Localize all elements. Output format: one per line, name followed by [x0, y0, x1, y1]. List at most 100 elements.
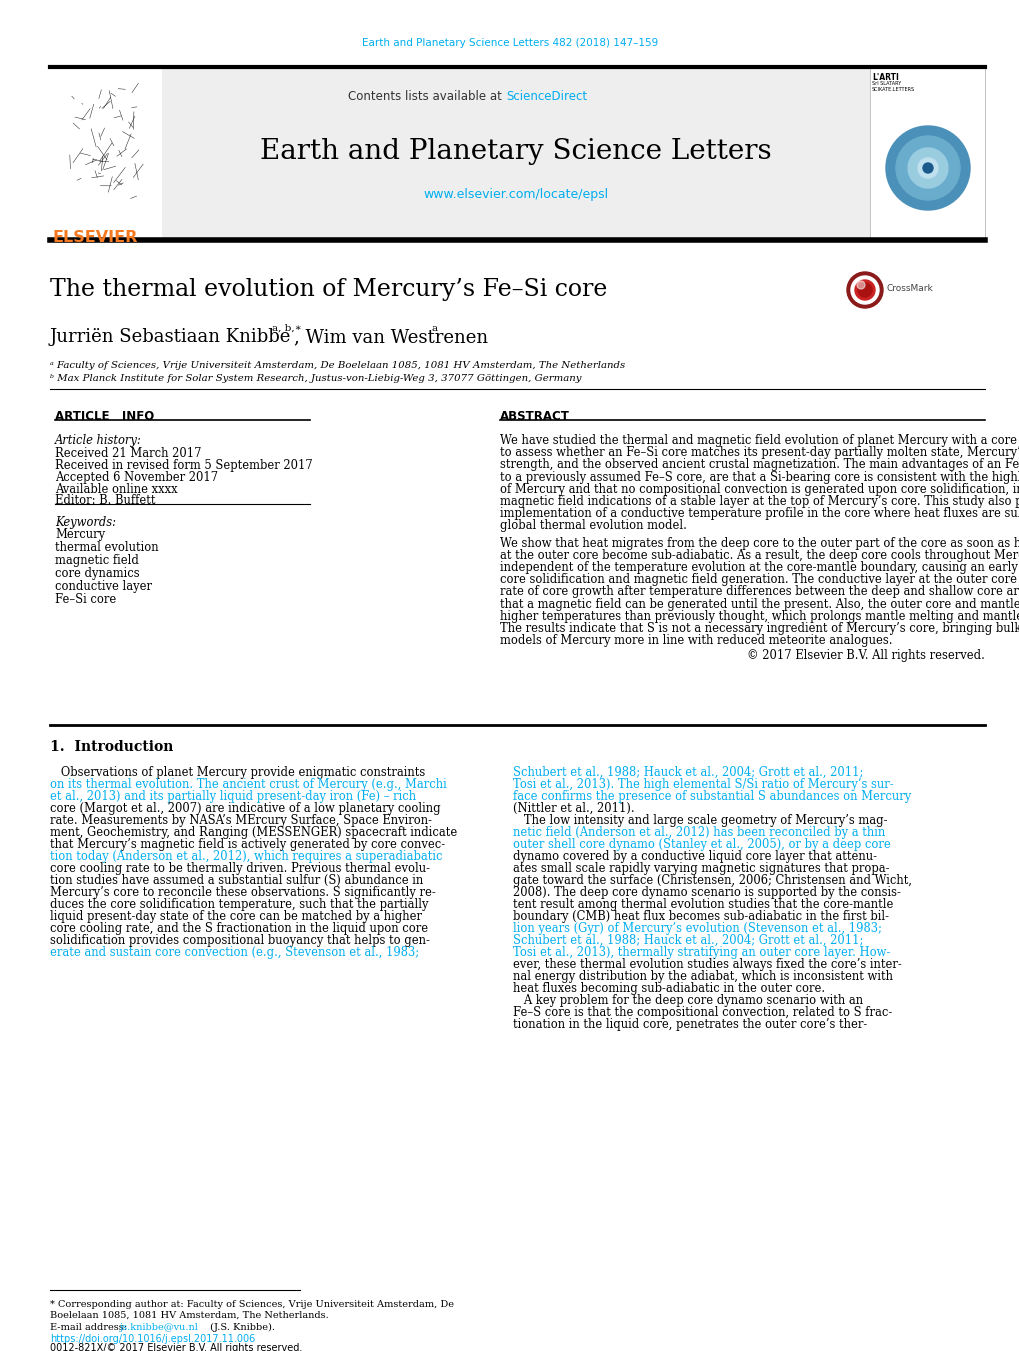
- Text: We show that heat migrates from the deep core to the outer part of the core as s: We show that heat migrates from the deep…: [499, 536, 1019, 550]
- Text: liquid present-day state of the core can be matched by a higher: liquid present-day state of the core can…: [50, 911, 422, 923]
- Text: Article history:: Article history:: [55, 434, 142, 447]
- Bar: [869, 68, 984, 238]
- Text: tion today (Anderson et al., 2012), which requires a superadiabatic: tion today (Anderson et al., 2012), whic…: [50, 850, 442, 863]
- Text: of Mercury and that no compositional convection is generated upon core solidific: of Mercury and that no compositional con…: [499, 482, 1019, 496]
- Circle shape: [907, 149, 947, 188]
- Text: ment, Geochemistry, and Ranging (MESSENGER) spacecraft indicate: ment, Geochemistry, and Ranging (MESSENG…: [50, 825, 457, 839]
- Text: Tosi et al., 2013), thermally stratifying an outer core layer. How-: Tosi et al., 2013), thermally stratifyin…: [513, 946, 890, 959]
- Text: on its thermal evolution. The ancient crust of Mercury (e.g., Marchi: on its thermal evolution. The ancient cr…: [50, 778, 446, 790]
- Text: Earth and Planetary Science Letters: Earth and Planetary Science Letters: [260, 138, 771, 165]
- Text: 1.  Introduction: 1. Introduction: [50, 740, 173, 754]
- Text: ScienceDirect: ScienceDirect: [505, 91, 587, 103]
- Text: Srl SLATARY: Srl SLATARY: [871, 81, 901, 86]
- Text: www.elsevier.com/locate/epsl: www.elsevier.com/locate/epsl: [423, 188, 608, 201]
- Text: magnetic field indications of a stable layer at the top of Mercury’s core. This : magnetic field indications of a stable l…: [499, 494, 1019, 508]
- Text: duces the core solidification temperature, such that the partially: duces the core solidification temperatur…: [50, 898, 428, 911]
- Text: nal energy distribution by the adiabat, which is inconsistent with: nal energy distribution by the adiabat, …: [513, 970, 892, 984]
- Text: (Nittler et al., 2011).: (Nittler et al., 2011).: [513, 802, 634, 815]
- Text: solidification provides compositional buoyancy that helps to gen-: solidification provides compositional bu…: [50, 934, 429, 947]
- Text: that a magnetic field can be generated until the present. Also, the outer core a: that a magnetic field can be generated u…: [499, 597, 1019, 611]
- Text: Received in revised form 5 September 2017: Received in revised form 5 September 201…: [55, 459, 313, 471]
- Text: magnetic field: magnetic field: [55, 554, 139, 567]
- Text: rate of core growth after temperature differences between the deep and shallow c: rate of core growth after temperature di…: [499, 585, 1019, 598]
- Text: Fe–Si core: Fe–Si core: [55, 593, 116, 607]
- Text: ates small scale rapidly varying magnetic signatures that propa-: ates small scale rapidly varying magneti…: [513, 862, 889, 875]
- Text: tent result among thermal evolution studies that the core-mantle: tent result among thermal evolution stud…: [513, 898, 893, 911]
- Text: Tosi et al., 2013). The high elemental S/Si ratio of Mercury’s sur-: Tosi et al., 2013). The high elemental S…: [513, 778, 893, 790]
- Text: et al., 2013) and its partially liquid present-day iron (Fe) – rich: et al., 2013) and its partially liquid p…: [50, 790, 416, 802]
- Text: , Wim van Westrenen: , Wim van Westrenen: [293, 328, 488, 346]
- Text: a, b,∗: a, b,∗: [272, 324, 302, 332]
- Text: SCIKATE.LETTERS: SCIKATE.LETTERS: [871, 86, 914, 92]
- Text: Boelelaan 1085, 1081 HV Amsterdam, The Netherlands.: Boelelaan 1085, 1081 HV Amsterdam, The N…: [50, 1310, 328, 1320]
- Text: erate and sustain core convection (e.g., Stevenson et al., 1983;: erate and sustain core convection (e.g.,…: [50, 946, 419, 959]
- Circle shape: [850, 276, 878, 304]
- Text: E-mail address:: E-mail address:: [50, 1323, 130, 1332]
- Text: core (Margot et al., 2007) are indicative of a low planetary cooling: core (Margot et al., 2007) are indicativ…: [50, 802, 440, 815]
- Text: Fe–S core is that the compositional convection, related to S frac-: Fe–S core is that the compositional conv…: [513, 1006, 892, 1019]
- Text: * Corresponding author at: Faculty of Sciences, Vrije Universiteit Amsterdam, De: * Corresponding author at: Faculty of Sc…: [50, 1300, 453, 1309]
- Text: heat fluxes becoming sub-adiabatic in the outer core.: heat fluxes becoming sub-adiabatic in th…: [513, 982, 824, 994]
- Circle shape: [922, 163, 932, 173]
- Text: Mercury’s core to reconcile these observations. S significantly re-: Mercury’s core to reconcile these observ…: [50, 886, 435, 898]
- Text: ARTICLE   INFO: ARTICLE INFO: [55, 409, 154, 423]
- Text: The results indicate that S is not a necessary ingredient of Mercury’s core, bri: The results indicate that S is not a nec…: [499, 621, 1019, 635]
- Text: ᵃ Faculty of Sciences, Vrije Universiteit Amsterdam, De Boelelaan 1085, 1081 HV : ᵃ Faculty of Sciences, Vrije Universitei…: [50, 361, 625, 370]
- Text: https://doi.org/10.1016/j.epsl.2017.11.006: https://doi.org/10.1016/j.epsl.2017.11.0…: [50, 1333, 255, 1344]
- Text: Received 21 March 2017: Received 21 March 2017: [55, 447, 202, 459]
- Text: thermal evolution: thermal evolution: [55, 540, 159, 554]
- Circle shape: [895, 136, 959, 200]
- Text: CrossMark: CrossMark: [887, 284, 932, 293]
- Text: core solidification and magnetic field generation. The conductive layer at the o: core solidification and magnetic field g…: [499, 573, 1019, 586]
- Circle shape: [917, 158, 937, 178]
- Text: Mercury: Mercury: [55, 528, 105, 540]
- Text: Earth and Planetary Science Letters 482 (2018) 147–159: Earth and Planetary Science Letters 482 …: [362, 38, 657, 49]
- Text: The thermal evolution of Mercury’s Fe–Si core: The thermal evolution of Mercury’s Fe–Si…: [50, 278, 606, 301]
- Text: (J.S. Knibbe).: (J.S. Knibbe).: [207, 1323, 275, 1332]
- Text: 2008). The deep core dynamo scenario is supported by the consis-: 2008). The deep core dynamo scenario is …: [513, 886, 900, 898]
- Circle shape: [857, 282, 871, 297]
- Text: Editor: B. Buffett: Editor: B. Buffett: [55, 494, 155, 507]
- Text: core cooling rate, and the S fractionation in the liquid upon core: core cooling rate, and the S fractionati…: [50, 921, 428, 935]
- Text: We have studied the thermal and magnetic field evolution of planet Mercury with : We have studied the thermal and magnetic…: [499, 434, 1019, 447]
- Circle shape: [856, 281, 864, 289]
- Text: conductive layer: conductive layer: [55, 580, 152, 593]
- Text: models of Mercury more in line with reduced meteorite analogues.: models of Mercury more in line with redu…: [499, 634, 892, 647]
- Text: Schubert et al., 1988; Hauck et al., 2004; Grott et al., 2011;: Schubert et al., 1988; Hauck et al., 200…: [513, 766, 862, 780]
- Text: rate. Measurements by NASA’s MErcury Surface, Space Environ-: rate. Measurements by NASA’s MErcury Sur…: [50, 815, 432, 827]
- Text: Observations of planet Mercury provide enigmatic constraints: Observations of planet Mercury provide e…: [50, 766, 425, 780]
- Text: ᵇ Max Planck Institute for Solar System Research, Justus-von-Liebig-Weg 3, 37077: ᵇ Max Planck Institute for Solar System …: [50, 374, 581, 382]
- Bar: [50, 68, 162, 238]
- Text: to a previously assumed Fe–S core, are that a Si-bearing core is consistent with: to a previously assumed Fe–S core, are t…: [499, 470, 1019, 484]
- Text: that Mercury’s magnetic field is actively generated by core convec-: that Mercury’s magnetic field is activel…: [50, 838, 444, 851]
- Circle shape: [886, 126, 969, 209]
- Text: lion years (Gyr) of Mercury’s evolution (Stevenson et al., 1983;: lion years (Gyr) of Mercury’s evolution …: [513, 921, 881, 935]
- Text: at the outer core become sub-adiabatic. As a result, the deep core cools through: at the outer core become sub-adiabatic. …: [499, 549, 1019, 562]
- Text: implementation of a conductive temperature profile in the core where heat fluxes: implementation of a conductive temperatu…: [499, 507, 1019, 520]
- Text: A key problem for the deep core dynamo scenario with an: A key problem for the deep core dynamo s…: [513, 994, 862, 1006]
- Text: higher temperatures than previously thought, which prolongs mantle melting and m: higher temperatures than previously thou…: [499, 609, 1019, 623]
- Text: global thermal evolution model.: global thermal evolution model.: [499, 519, 686, 532]
- Text: Accepted 6 November 2017: Accepted 6 November 2017: [55, 471, 218, 484]
- Text: Schubert et al., 1988; Hauck et al., 2004; Grott et al., 2011;: Schubert et al., 1988; Hauck et al., 200…: [513, 934, 862, 947]
- Text: The low intensity and large scale geometry of Mercury’s mag-: The low intensity and large scale geomet…: [513, 815, 887, 827]
- Text: tionation in the liquid core, penetrates the outer core’s ther-: tionation in the liquid core, penetrates…: [513, 1019, 866, 1031]
- Bar: [162, 68, 869, 238]
- Text: outer shell core dynamo (Stanley et al., 2005), or by a deep core: outer shell core dynamo (Stanley et al.,…: [513, 838, 890, 851]
- Text: dynamo covered by a conductive liquid core layer that attenu-: dynamo covered by a conductive liquid co…: [513, 850, 876, 863]
- Text: core dynamics: core dynamics: [55, 567, 140, 580]
- Text: netic field (Anderson et al., 2012) has been reconciled by a thin: netic field (Anderson et al., 2012) has …: [513, 825, 884, 839]
- Text: 0012-821X/© 2017 Elsevier B.V. All rights reserved.: 0012-821X/© 2017 Elsevier B.V. All right…: [50, 1343, 302, 1351]
- Text: Contents lists available at: Contents lists available at: [348, 91, 505, 103]
- Text: L'ARTI: L'ARTI: [871, 73, 898, 82]
- Text: tion studies have assumed a substantial sulfur (S) abundance in: tion studies have assumed a substantial …: [50, 874, 423, 888]
- Text: Jurriën Sebastiaan Knibbe: Jurriën Sebastiaan Knibbe: [50, 328, 291, 346]
- Text: Available online xxxx: Available online xxxx: [55, 484, 177, 496]
- Text: ELSEVIER: ELSEVIER: [53, 230, 139, 245]
- Text: to assess whether an Fe–Si core matches its present-day partially molten state, : to assess whether an Fe–Si core matches …: [499, 446, 1019, 459]
- Text: © 2017 Elsevier B.V. All rights reserved.: © 2017 Elsevier B.V. All rights reserved…: [746, 650, 984, 662]
- Text: independent of the temperature evolution at the core-mantle boundary, causing an: independent of the temperature evolution…: [499, 561, 1019, 574]
- Text: ABSTRACT: ABSTRACT: [499, 409, 570, 423]
- Text: Keywords:: Keywords:: [55, 516, 116, 530]
- Text: boundary (CMB) heat flux becomes sub-adiabatic in the first bil-: boundary (CMB) heat flux becomes sub-adi…: [513, 911, 889, 923]
